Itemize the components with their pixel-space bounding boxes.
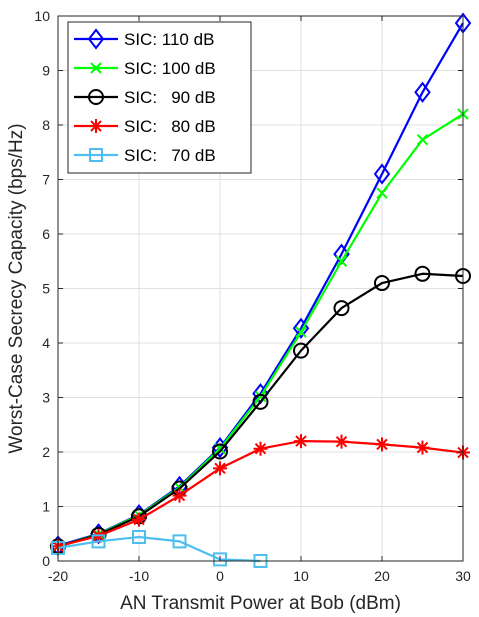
x-tick-label: 30 [455,568,471,584]
data-point [333,300,350,317]
legend-marker [88,89,104,105]
data-point [375,437,389,452]
data-point [414,265,431,282]
data-point [213,552,227,567]
data-point [132,530,146,545]
data-point [334,434,349,449]
y-tick-label: 4 [42,335,50,351]
data-point [335,255,348,267]
legend-item: SIC: 100 dB [74,59,216,78]
y-tick-label: 6 [42,226,50,242]
y-axis-label: Worst-Case Secrecy Capacity (bps/Hz) [6,123,27,453]
x-tick-label: 10 [293,568,309,584]
series-4 [51,530,268,568]
axis-ticks: -20 -10 0 10 20 30 0 1 2 3 4 5 6 7 8 9 10 [34,8,471,584]
data-point [254,390,267,403]
y-tick-label: 3 [42,390,50,406]
data-point [91,534,106,549]
data-point [374,275,390,292]
x-tick-label: -20 [48,568,68,584]
data-point [416,134,429,146]
y-tick-label: 9 [42,63,50,79]
data-point [376,187,388,199]
data-point [212,443,228,460]
series-layer [49,12,472,568]
legend-item: SIC: 90 dB [74,88,216,107]
legend-marker [89,119,103,133]
legend-marker [90,62,102,74]
x-tick-label: 0 [216,568,224,584]
data-point [252,393,269,410]
data-point [415,440,430,455]
legend-marker [89,148,103,162]
y-tick-label: 8 [42,117,50,133]
y-tick-label: 5 [42,281,50,297]
x-tick-label: -10 [129,568,149,584]
legend-label: SIC: 100 dB [124,59,216,78]
data-point [253,441,268,456]
data-point [295,326,307,338]
legend: SIC: 110 dB SIC: 100 dB SIC: 90 dB SIC: 80 … [67,21,252,174]
data-point [414,81,431,103]
data-point [172,488,187,503]
legend-marker [87,28,105,50]
legend-item: SIC: 70 dB [74,146,216,165]
y-tick-label: 1 [42,499,50,515]
x-tick-label: 20 [374,568,390,584]
y-tick-label: 7 [42,172,50,188]
data-point [293,342,309,359]
legend-label: SIC: 110 dB [124,30,214,49]
y-tick-label: 2 [42,444,50,460]
legend-item: SIC: 110 dB [74,28,214,50]
y-tick-label: 10 [34,8,50,24]
legend-label: SIC: 80 dB [124,117,216,136]
data-point [373,163,391,185]
y-tick-label: 0 [42,553,50,569]
data-point [294,434,308,449]
legend-label: SIC: 70 dB [124,146,216,165]
data-point [132,512,146,527]
data-point [172,534,187,549]
legend-item: SIC: 80 dB [74,117,216,136]
series-line [57,272,464,548]
legend-label: SIC: 90 dB [124,88,216,107]
x-axis-label: AN Transmit Power at Bob (dBm) [120,593,401,614]
data-point [213,461,227,476]
